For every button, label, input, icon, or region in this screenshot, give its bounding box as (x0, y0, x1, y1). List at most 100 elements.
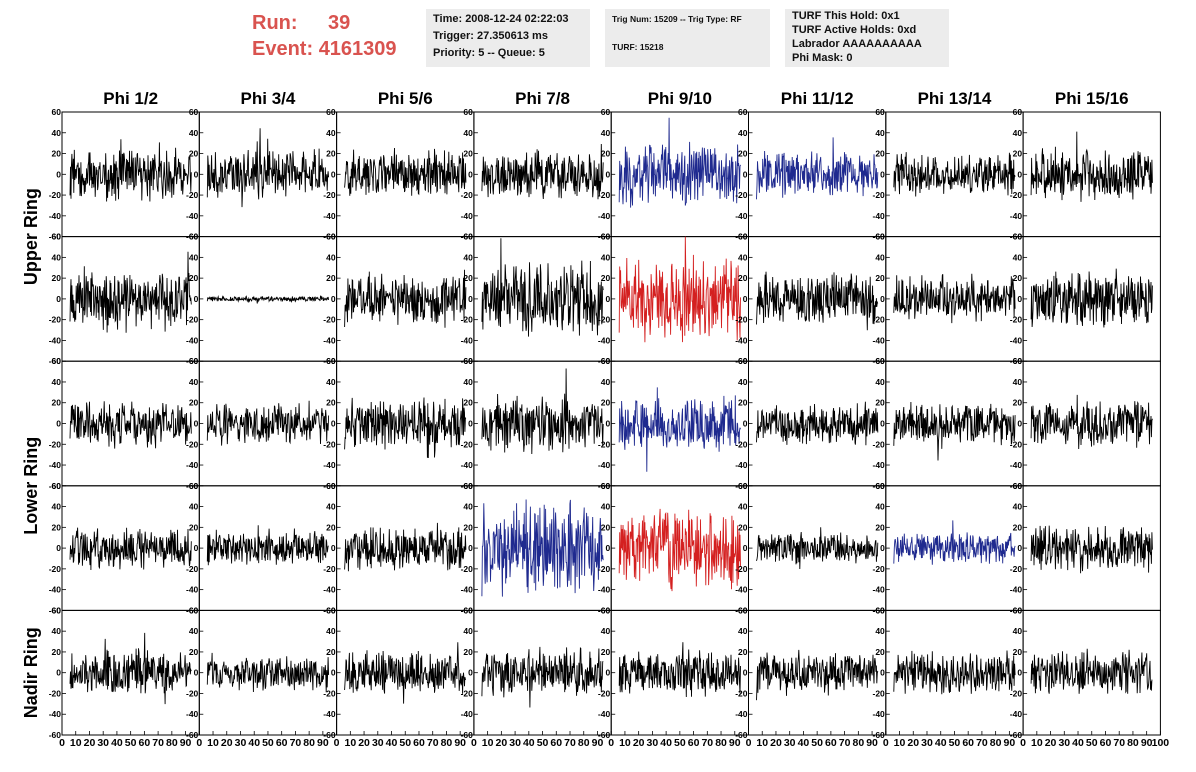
x-tick-label: 60 (139, 737, 151, 749)
y-tick-label: -40 (735, 211, 748, 221)
y-tick-label: 60 (52, 605, 62, 615)
y-tick-label: -40 (1010, 585, 1023, 595)
y-tick-label: 40 (189, 626, 199, 636)
x-tick-label: 10 (756, 737, 768, 749)
waveform-trace (481, 238, 604, 337)
waveform-trace (69, 632, 192, 705)
x-tick-label: 10 (207, 737, 219, 749)
x-tick-label: 100 (1152, 737, 1170, 749)
trig-info-box: Trig Num: 15209 -- Trig Type: RF TURF: 1… (605, 9, 770, 67)
column-header: Phi 9/10 (648, 89, 712, 108)
column-header: Phi 7/8 (515, 89, 570, 108)
x-tick-label: 10 (894, 737, 906, 749)
y-tick-label: 0 (194, 419, 199, 429)
y-tick-label: -20 (873, 315, 886, 325)
waveform-trace (893, 520, 1016, 565)
waveform-trace (893, 401, 1016, 461)
x-tick-label: 80 (166, 737, 178, 749)
x-tick-label: 80 (990, 737, 1002, 749)
x-tick-label: 80 (578, 737, 590, 749)
y-tick-label: -20 (598, 315, 611, 325)
y-tick-label: 20 (738, 273, 748, 283)
y-tick-label: 40 (738, 252, 748, 262)
column-header: Phi 11/12 (781, 89, 854, 108)
y-tick-label: -60 (1010, 730, 1023, 740)
y-tick-label: 0 (605, 294, 610, 304)
x-tick-label: 70 (152, 737, 164, 749)
y-tick-label: 0 (331, 419, 336, 429)
x-tick-label: 60 (276, 737, 288, 749)
x-tick-label: 80 (1127, 737, 1139, 749)
y-tick-label: 40 (463, 377, 473, 387)
y-tick-label: 60 (463, 107, 473, 117)
x-tick-label: 40 (1072, 737, 1084, 749)
y-tick-label: 20 (738, 398, 748, 408)
y-tick-label: -20 (735, 564, 748, 574)
y-tick-label: -40 (598, 211, 611, 221)
y-tick-label: -20 (598, 564, 611, 574)
y-tick-label: 40 (463, 502, 473, 512)
y-tick-label: 60 (52, 481, 62, 491)
y-tick-label: 20 (52, 647, 62, 657)
x-tick-label: 0 (59, 737, 65, 749)
x-tick-label: 0 (1020, 737, 1026, 749)
waveform-trace (893, 650, 1016, 695)
x-tick-label: 30 (647, 737, 659, 749)
waveform-trace (618, 642, 741, 698)
waveform-trace (618, 117, 741, 208)
waveform-trace (756, 137, 879, 200)
y-tick-label: 20 (875, 647, 885, 657)
x-tick-label: 90 (454, 737, 466, 749)
x-tick-label: 30 (372, 737, 384, 749)
y-tick-label: 40 (875, 502, 885, 512)
y-tick-label: 0 (880, 419, 885, 429)
y-tick-label: 0 (331, 169, 336, 179)
y-tick-label: 60 (189, 481, 199, 491)
y-tick-label: 60 (463, 605, 473, 615)
y-tick-label: 40 (601, 502, 611, 512)
y-tick-label: 0 (56, 419, 61, 429)
y-tick-label: 0 (468, 668, 473, 678)
y-tick-label: 40 (189, 377, 199, 387)
waveform-trace (206, 652, 330, 693)
y-tick-label: -20 (49, 439, 62, 449)
y-tick-label: -40 (598, 335, 611, 345)
y-tick-label: -20 (49, 315, 62, 325)
row-group-label: Lower Ring (21, 437, 41, 535)
y-tick-label: -40 (598, 585, 611, 595)
y-tick-label: 40 (189, 502, 199, 512)
y-tick-label: 0 (605, 668, 610, 678)
x-tick-label: 70 (839, 737, 851, 749)
y-tick-label: 0 (743, 419, 748, 429)
y-tick-label: 60 (738, 605, 748, 615)
waveform-trace (756, 271, 879, 331)
y-tick-label: 0 (743, 543, 748, 553)
y-tick-label: -20 (323, 439, 336, 449)
y-tick-label: -20 (598, 190, 611, 200)
y-tick-label: -20 (873, 564, 886, 574)
y-tick-label: 40 (52, 252, 62, 262)
y-tick-label: 60 (326, 232, 336, 242)
y-tick-label: -20 (1010, 688, 1023, 698)
y-tick-label: 40 (738, 626, 748, 636)
column-header: Phi 1/2 (103, 89, 158, 108)
x-tick-label: 10 (1031, 737, 1043, 749)
y-tick-label: 40 (601, 626, 611, 636)
y-tick-label: -20 (1010, 564, 1023, 574)
x-tick-label: 80 (715, 737, 727, 749)
x-tick-label: 0 (746, 737, 752, 749)
y-tick-label: 0 (605, 419, 610, 429)
x-tick-label: 60 (688, 737, 700, 749)
y-tick-label: 0 (743, 294, 748, 304)
x-tick-label: 20 (633, 737, 645, 749)
x-tick-label: 80 (441, 737, 453, 749)
y-tick-label: 40 (189, 128, 199, 138)
y-tick-label: 0 (880, 668, 885, 678)
y-tick-label: 60 (52, 232, 62, 242)
y-tick-label: 20 (189, 647, 199, 657)
y-tick-label: -20 (735, 190, 748, 200)
y-tick-label: 0 (468, 169, 473, 179)
y-tick-label: 20 (189, 149, 199, 159)
x-tick-label: 50 (674, 737, 686, 749)
